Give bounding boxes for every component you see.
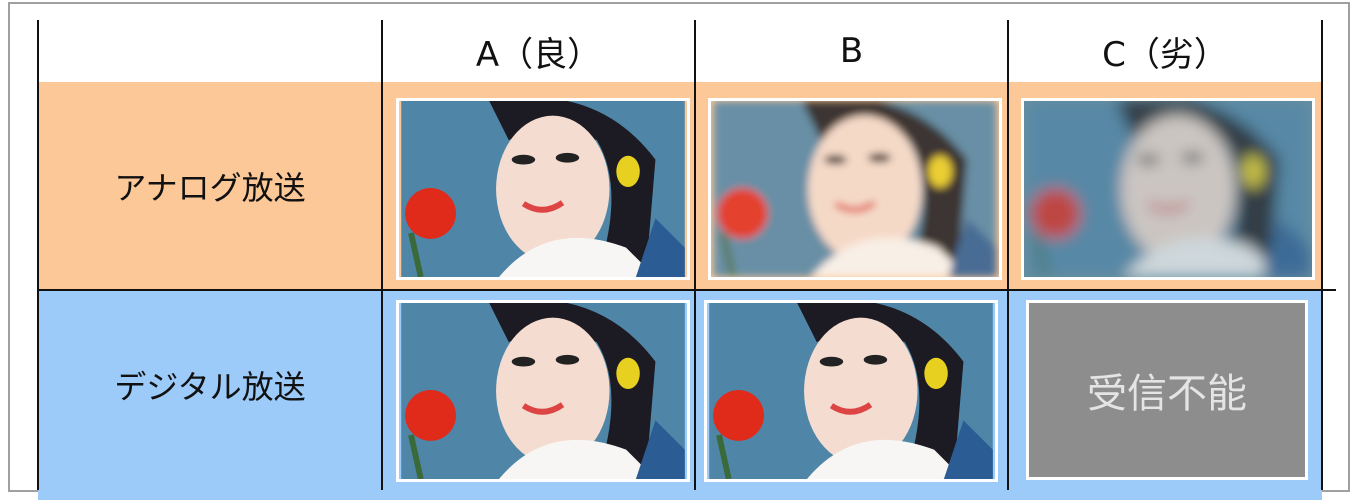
photo bbox=[396, 300, 690, 482]
row-label: アナログ放送 bbox=[114, 169, 306, 207]
column-header: C（劣） bbox=[1008, 20, 1322, 82]
column-divider bbox=[694, 20, 696, 490]
no-signal-box: 受信不能 bbox=[1026, 300, 1308, 480]
photo-image bbox=[711, 101, 999, 277]
column-divider bbox=[37, 20, 39, 490]
photo-image bbox=[707, 303, 995, 479]
photo bbox=[396, 98, 690, 280]
photo bbox=[1021, 98, 1315, 280]
photo bbox=[708, 98, 1002, 280]
column-divider bbox=[381, 20, 383, 490]
photo bbox=[704, 300, 998, 482]
photo-image bbox=[1024, 101, 1312, 277]
column-divider bbox=[1007, 20, 1009, 490]
row-label: デジタル放送 bbox=[114, 368, 306, 406]
corner-cell bbox=[38, 20, 382, 82]
photo-image bbox=[399, 101, 687, 277]
column-header: A（良） bbox=[382, 20, 695, 82]
column-header: B bbox=[695, 20, 1008, 82]
column-divider bbox=[1321, 20, 1323, 490]
row-divider bbox=[38, 289, 1336, 291]
photo-image bbox=[399, 303, 687, 479]
page: A（良） B C（劣） アナログ放送 デジタル放送 受信不能 (() => { … bbox=[8, 2, 1350, 500]
